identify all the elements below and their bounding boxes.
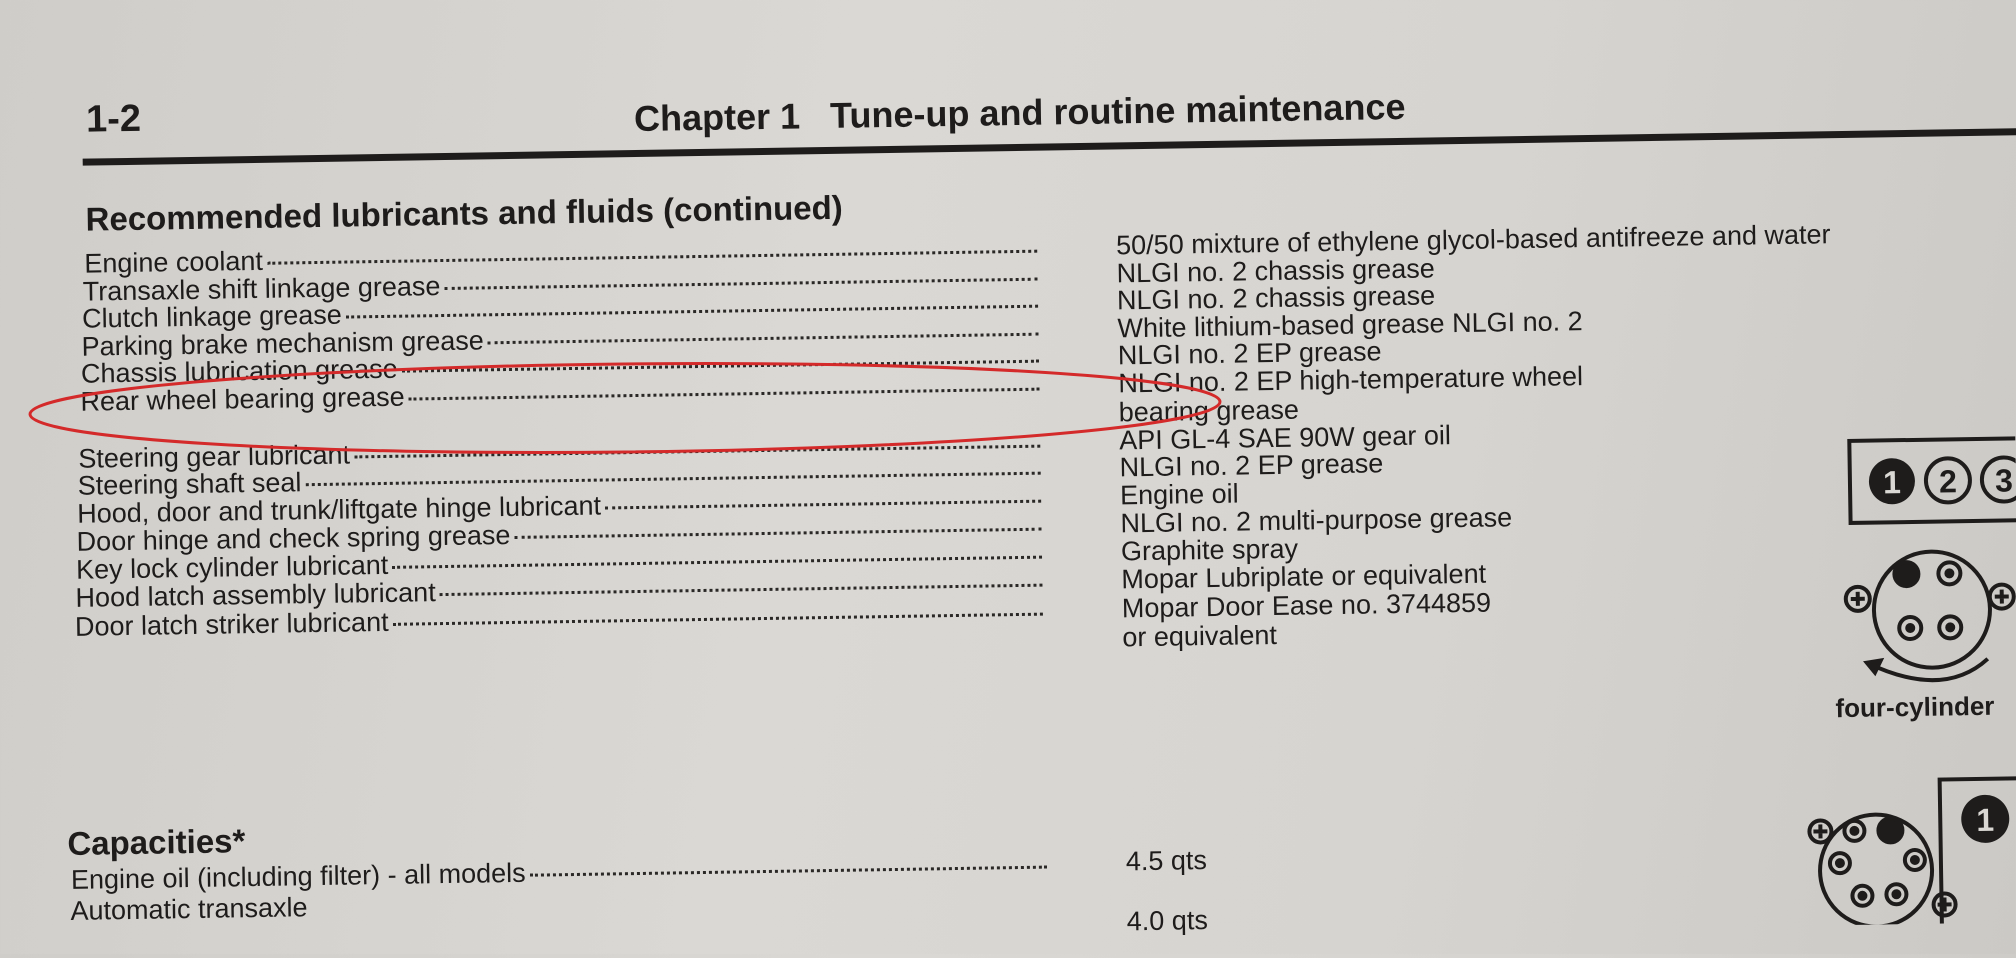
distributor-cap-four-cylinder-icon [1845,550,2015,681]
diagram-caption: four-cylinder [1835,691,1994,723]
firing-order-3: 3 [1995,462,2013,498]
firing-order-2: 2 [1939,463,1957,499]
firing-order-2-1: 1 [1976,802,1994,838]
distributor-cap-six-cylinder-icon [1809,813,1956,927]
firing-order-1: 1 [1883,464,1901,500]
